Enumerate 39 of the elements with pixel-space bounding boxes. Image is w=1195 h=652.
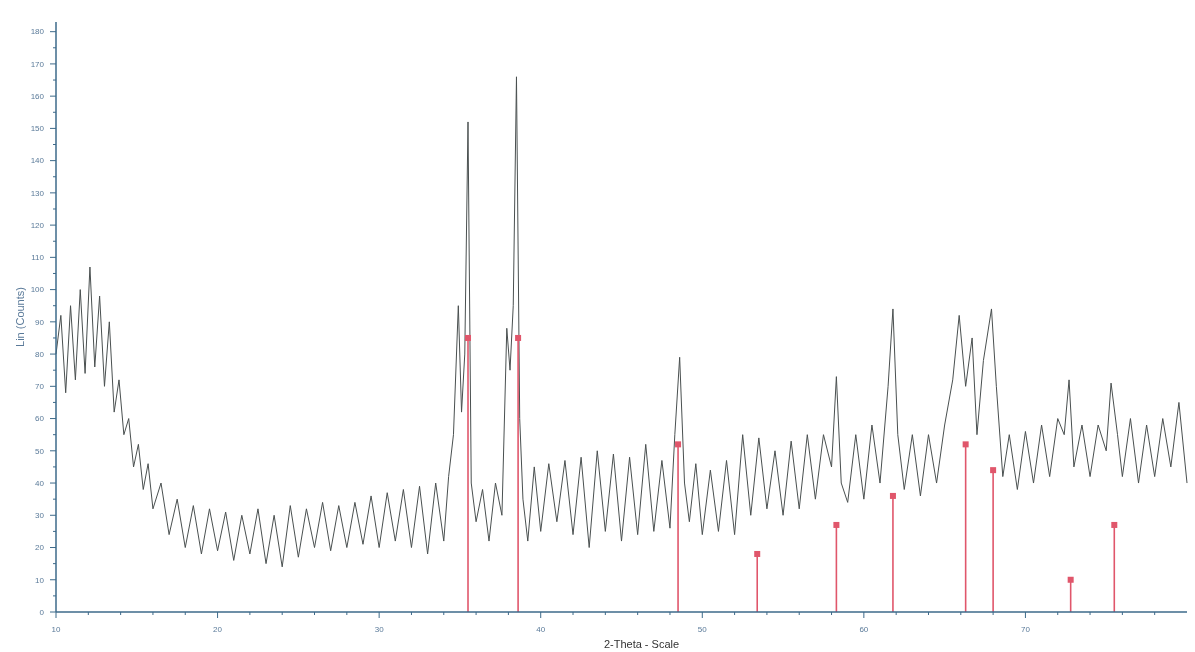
point — [962, 441, 969, 448]
point — [990, 467, 997, 474]
y-tick-label: 50 — [35, 446, 45, 456]
point — [1111, 521, 1118, 528]
x-tick-label: 70 — [1020, 625, 1031, 634]
x-tick-label: 50 — [697, 625, 708, 634]
y-tick-label: 150 — [30, 124, 45, 134]
x-tick-label: 20 — [213, 625, 223, 634]
y-tick-label: 10 — [35, 575, 45, 585]
y-tick-label: 80 — [35, 349, 45, 359]
x-tick-label: 10 — [51, 625, 61, 634]
y-tick-label: 40 — [35, 478, 45, 488]
y-tick-label: 70 — [35, 382, 45, 392]
y-tick-label: 180 — [30, 27, 45, 37]
x-tick-label: 60 — [859, 625, 869, 634]
point — [465, 334, 472, 341]
y-tick-label: 160 — [30, 91, 45, 101]
y-axis-title: Lin (Counts) — [14, 287, 26, 347]
y-tick-label: 110 — [31, 253, 45, 263]
y-tick-label: 0 — [39, 607, 45, 617]
point — [675, 441, 682, 448]
point — [833, 521, 840, 528]
y-tick-label: 120 — [30, 220, 45, 230]
y-tick-label: 170 — [30, 59, 45, 69]
y-tick-label: 60 — [35, 414, 45, 424]
y-tick-label: 140 — [30, 156, 45, 166]
line-series — [55, 76, 1188, 568]
point — [515, 334, 522, 341]
x-axis-title: 2-Theta - Scale — [603, 638, 680, 650]
point — [1067, 576, 1074, 583]
y-tick-label: 100 — [30, 285, 45, 295]
y-tick-label: 90 — [35, 317, 45, 327]
y-tick-label: 130 — [30, 188, 45, 198]
point — [754, 550, 761, 557]
x-tick-label: 30 — [374, 625, 385, 634]
y-tick-label: 20 — [35, 543, 45, 553]
point — [889, 492, 896, 499]
y-tick-label: 30 — [35, 511, 45, 521]
x-tick-label: 40 — [536, 625, 546, 634]
